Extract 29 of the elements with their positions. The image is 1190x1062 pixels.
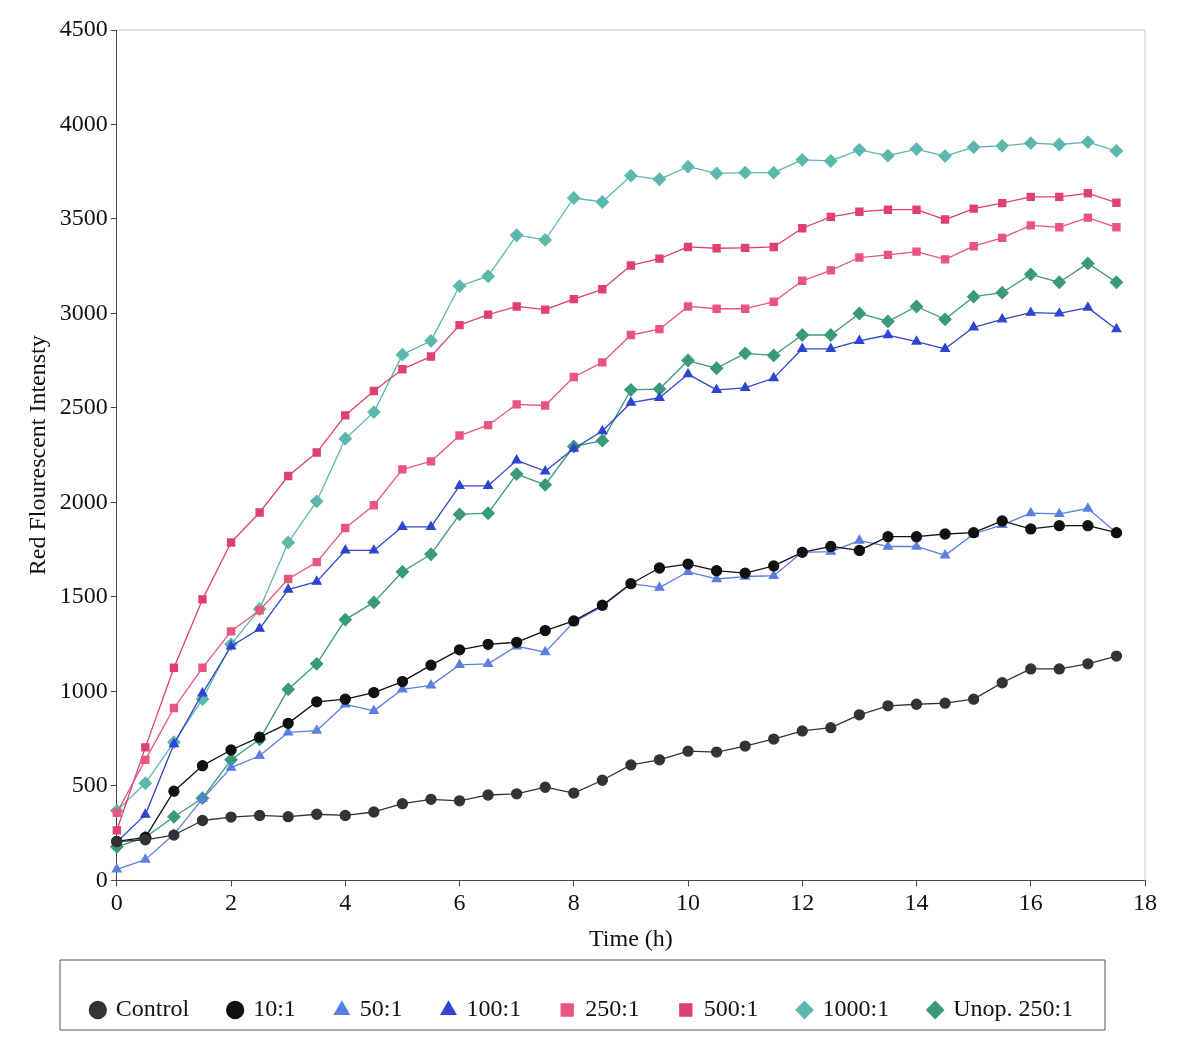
legend-label: Control [115,995,190,1022]
x-tick-label: 10 [676,889,701,916]
y-tick-label: 2000 [59,487,108,514]
x-tick-label: 2 [225,889,238,916]
x-tick-label: 14 [904,889,929,916]
y-tick-label: 4000 [59,109,108,136]
y-tick-label: 1500 [59,582,108,609]
legend-label: 500:1 [703,995,759,1022]
y-tick-label: 1000 [59,676,108,703]
legend-label: 10:1 [253,995,296,1022]
legend-label: 50:1 [359,995,403,1022]
legend-label: 1000:1 [822,995,890,1022]
x-tick-label: 4 [339,889,352,916]
y-tick-label: 2500 [59,393,108,420]
legend-label: Unop. 250:1 [953,995,1074,1022]
x-tick-label: 12 [790,889,815,916]
legend-label: 100:1 [466,995,522,1022]
y-tick-label: 4500 [59,15,108,42]
legend-label: 250:1 [585,995,640,1022]
x-tick-label: 8 [567,889,580,916]
x-tick-label: 16 [1018,889,1043,916]
y-tick-label: 0 [95,865,108,892]
x-tick-label: 6 [453,889,466,916]
x-axis-title: Time (h) [589,924,673,951]
y-tick-label: 500 [71,771,108,798]
y-axis-title: Red Flourescent Intensty [23,335,50,576]
x-tick-label: 18 [1133,889,1157,916]
y-tick-label: 3500 [59,204,108,231]
y-tick-label: 3000 [59,298,108,325]
